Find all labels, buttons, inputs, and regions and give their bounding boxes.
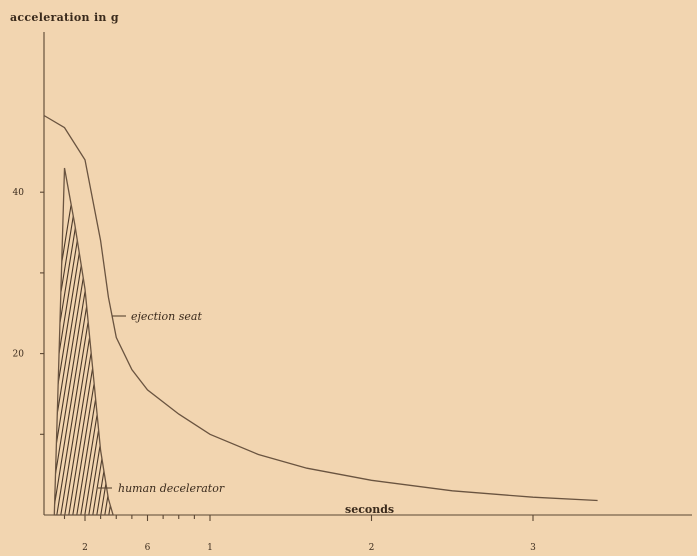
hatch-line (54, 168, 89, 515)
x-tick-label: 2 (369, 543, 375, 553)
x-ticks: 2 6 1 2 3 (63, 515, 536, 553)
hatch-line (54, 168, 109, 515)
hatch-line (55, 168, 114, 515)
x-tick-label: 2 (82, 543, 88, 553)
hatch-line (103, 168, 114, 515)
hatch-line (120, 150, 180, 520)
x-tick-label: 6 (145, 543, 151, 553)
hatch-line (83, 168, 114, 515)
hatch-line (54, 168, 81, 515)
hatch-line (75, 168, 114, 515)
hatch-line (107, 168, 114, 515)
x-tick-label: 1 (207, 543, 213, 553)
x-tick-label: 3 (530, 543, 536, 553)
human-decelerator-area (54, 150, 188, 520)
hatch-line (116, 150, 176, 520)
hatch-line (124, 150, 184, 520)
hatch-line (54, 168, 105, 515)
hatch-line (128, 150, 188, 520)
ejection-seat-line (43, 114, 598, 502)
hatch-line (54, 168, 97, 515)
hatch-line (95, 168, 114, 515)
hatch-line (87, 168, 114, 515)
hatch-line (71, 168, 114, 515)
ejection-seat-label: ejection seat (131, 310, 202, 323)
hatch-line (99, 168, 114, 515)
y-axis-label: acceleration in g (10, 11, 119, 24)
human-decelerator-label: human decelerator (118, 482, 225, 495)
hatch-line (54, 168, 85, 515)
hatch-line (67, 168, 114, 515)
hatch-line (111, 168, 114, 515)
hatch-line (54, 168, 101, 515)
human-decelerator-outline (53, 167, 114, 516)
hatch-line (91, 168, 114, 515)
y-tick-label: 40 (13, 188, 25, 198)
x-axis-label: seconds (345, 503, 394, 516)
hatch-line (54, 168, 93, 515)
y-tick-label: 20 (13, 350, 25, 360)
